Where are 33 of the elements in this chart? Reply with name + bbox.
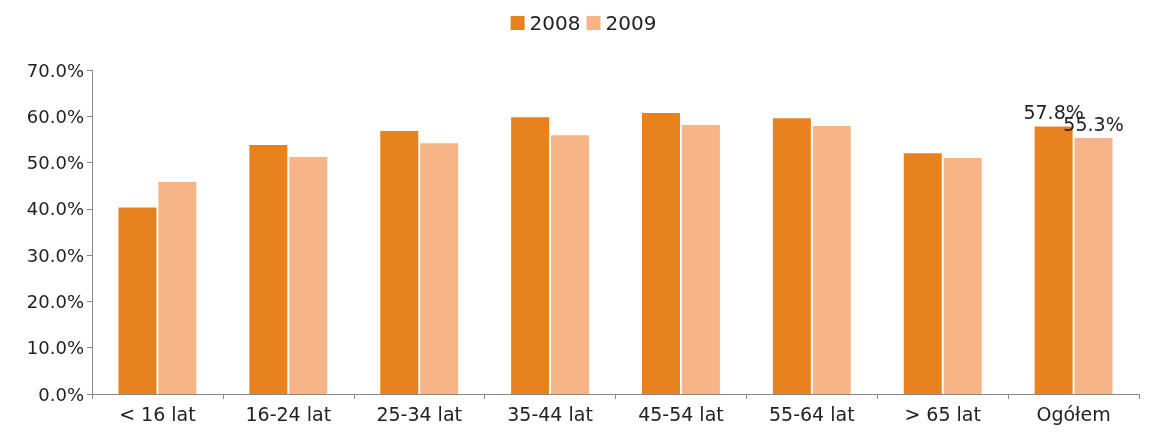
x-tick-label: 35-44 lat: [507, 402, 593, 425]
bar: [772, 118, 811, 394]
x-tick-label: 45-54 lat: [638, 402, 724, 425]
bar: [641, 113, 680, 394]
bar: [249, 144, 288, 394]
y-tick-label: 70.0%: [26, 59, 84, 81]
bar: [118, 207, 157, 394]
bar: [903, 153, 942, 394]
x-tick-label: > 65 lat: [904, 402, 981, 425]
bar: [681, 125, 720, 394]
y-tick-label: 30.0%: [26, 244, 84, 266]
y-tick-label: 0.0%: [38, 383, 84, 405]
x-tick-label: 55-64 lat: [769, 402, 855, 425]
x-tick-label: < 16 lat: [119, 402, 196, 425]
y-tick-label: 20.0%: [26, 290, 84, 312]
legend-label: 2008: [529, 11, 581, 35]
bar: [420, 143, 459, 394]
x-tick-label: Ogółem: [1036, 402, 1111, 425]
y-tick-label: 10.0%: [26, 337, 84, 359]
bar: [158, 182, 197, 394]
bar: [812, 126, 851, 394]
bar: [1074, 138, 1113, 394]
bar: [551, 135, 590, 394]
bar: [289, 157, 328, 394]
legend-label: 2009: [605, 11, 657, 35]
bar: [380, 131, 419, 394]
x-tick-label: 16-24 lat: [245, 402, 332, 425]
y-tick-label: 60.0%: [26, 105, 84, 127]
bar: [943, 157, 982, 394]
x-tick-label: 25-34 lat: [376, 402, 462, 425]
y-tick-label: 40.0%: [26, 198, 84, 220]
y-tick-label: 50.0%: [26, 152, 84, 174]
bar: [511, 117, 550, 394]
